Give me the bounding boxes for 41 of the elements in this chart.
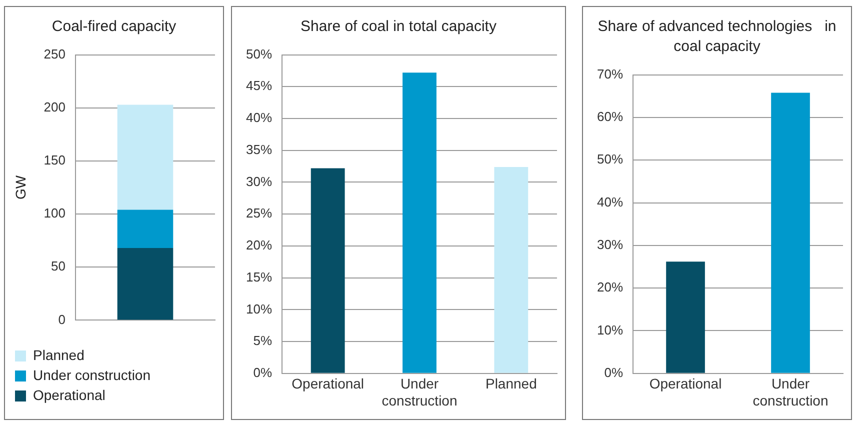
- y-tick-label: 30%: [596, 237, 624, 252]
- y-tick-label: 20%: [246, 238, 272, 253]
- y-axis-title: GW: [12, 174, 28, 200]
- bar: [494, 166, 528, 373]
- chart-title: Coal-fired capacity: [50, 17, 178, 37]
- x-tick-label: Operational: [649, 376, 722, 392]
- y-tick-label: 50%: [596, 152, 624, 167]
- bar: [402, 72, 436, 373]
- y-tick-label: 45%: [246, 78, 272, 94]
- y-tick-label: 40%: [246, 110, 272, 126]
- y-tick-label: 40%: [596, 194, 624, 210]
- bar: [117, 248, 174, 320]
- chart-title: Share of advanced technologies in coal capacity: [596, 17, 838, 57]
- y-tick-label: 15%: [246, 269, 272, 284]
- y-tick-label: 0%: [604, 364, 624, 380]
- y-tick-label: 5%: [253, 333, 272, 348]
- y-tick-label: 100: [44, 206, 66, 221]
- bar: [117, 104, 174, 210]
- y-tick-label: 30%: [246, 174, 272, 189]
- x-tick-label: Under construction: [752, 376, 828, 408]
- y-tick-label: 0: [58, 312, 66, 327]
- y-tick-label: 60%: [596, 109, 624, 124]
- y-tick-label: 20%: [596, 280, 624, 295]
- y-tick-label: 50: [51, 258, 66, 274]
- y-tick-label: 0%: [253, 364, 272, 380]
- y-tick-label: 10%: [246, 301, 272, 316]
- y-tick-label: 250: [44, 46, 66, 62]
- chart-title: Share of coal in total capacity: [300, 17, 498, 37]
- bar: [310, 168, 345, 373]
- y-tick-label: 200: [44, 99, 66, 114]
- y-tick-label: 150: [44, 152, 66, 168]
- y-tick-label: 35%: [246, 142, 272, 157]
- x-tick-label: Operational: [292, 376, 364, 392]
- y-tick-label: 50%: [246, 46, 272, 62]
- y-tick-label: 70%: [596, 66, 624, 82]
- bar: [117, 210, 174, 248]
- x-tick-label: Planned: [485, 376, 537, 392]
- x-tick-label: Under construction: [382, 376, 458, 408]
- y-tick-label: 25%: [246, 206, 272, 221]
- y-tick-label: 10%: [596, 322, 624, 338]
- legend-label: Planned: [33, 346, 84, 363]
